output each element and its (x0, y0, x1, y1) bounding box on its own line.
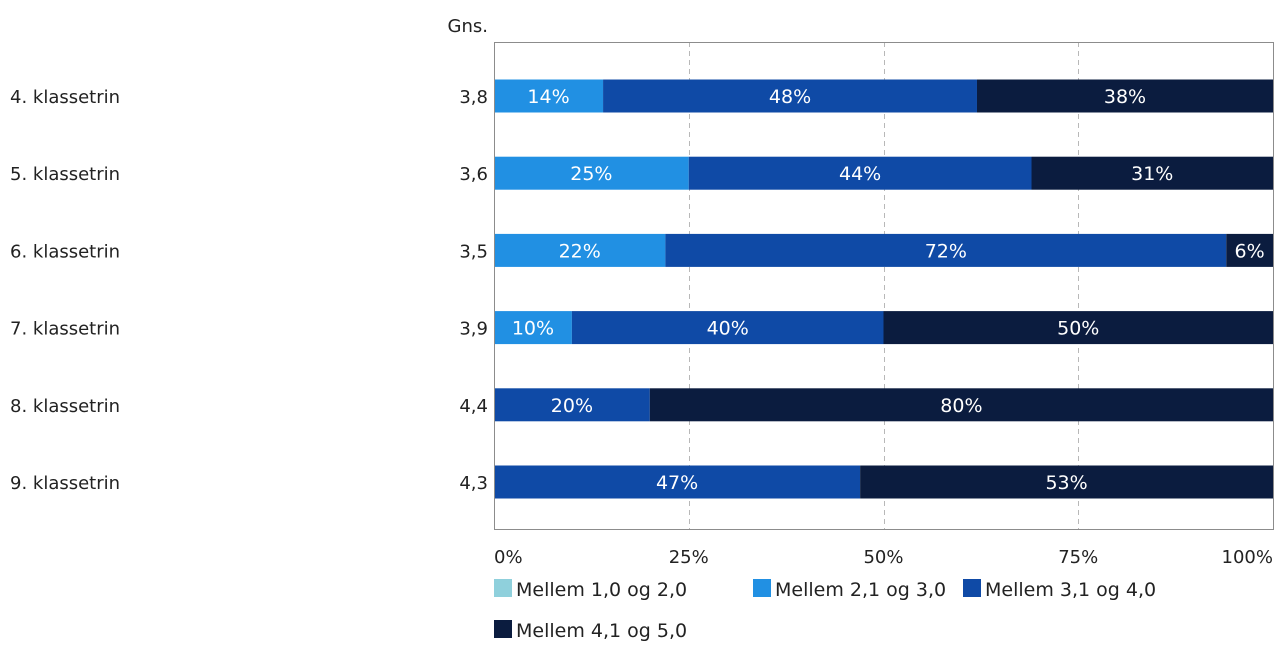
x-tick-label: 0% (494, 547, 523, 568)
category-label: 9. klassetrin (10, 473, 120, 494)
bar-segment (665, 233, 1227, 267)
x-tick-label: 100% (1222, 547, 1273, 568)
category-label: 8. klassetrin (10, 396, 120, 417)
bar-value-label: 48% (769, 86, 811, 108)
bar-segment (494, 233, 666, 267)
bar-value-label: 20% (551, 395, 593, 417)
bar-value-label: 40% (707, 318, 749, 340)
legend: Mellem 1,0 og 2,0 Mellem 2,1 og 3,0 Mellem… (494, 579, 1156, 642)
bar-segment (1226, 233, 1273, 267)
legend-swatch (494, 579, 512, 597)
x-tick-label: 50% (863, 547, 903, 568)
category-label: 5. klassetrin (10, 164, 120, 185)
average-value: 3,6 (459, 164, 488, 185)
category-labels: 4. klassetrin 5. klassetrin 6. klassetrin 7… (10, 87, 120, 494)
average-value: 4,4 (459, 396, 488, 417)
bar-value-label: 10% (512, 318, 554, 340)
bar-segment (860, 465, 1273, 499)
legend-label: Mellem 2,1 og 3,0 (775, 579, 946, 601)
bar-segment (494, 79, 604, 113)
gridlines (689, 42, 1079, 529)
bar-segment (688, 156, 1032, 190)
x-tick-label: 25% (669, 547, 709, 568)
bar-value-label: 14% (527, 86, 569, 108)
bar-segment (649, 388, 1273, 422)
bar-value-label: 25% (570, 163, 612, 185)
bar-value-label: 53% (1045, 472, 1087, 494)
legend-label: Mellem 3,1 og 4,0 (985, 579, 1156, 601)
average-labels: 3,8 3,6 3,5 3,9 4,4 4,3 (459, 87, 488, 494)
category-label: 6. klassetrin (10, 241, 120, 262)
category-label: 7. klassetrin (10, 319, 120, 340)
bars: 14% 48% 38% 25% 44% 31% 22% 72% 6% 10% 40% 50% 20% 80… (494, 79, 1273, 499)
average-value: 4,3 (459, 473, 488, 494)
plot-frame (494, 42, 1274, 530)
x-axis-ticks: 0% 25% 50% 75% 100% (494, 547, 1273, 568)
average-value: 3,8 (459, 87, 488, 108)
legend-swatch (753, 579, 771, 597)
bar-value-label: 31% (1131, 163, 1173, 185)
bar-segment (494, 311, 572, 345)
bar-segment (494, 388, 650, 422)
bar-value-label: 50% (1057, 318, 1099, 340)
bar-segment (494, 156, 689, 190)
legend-swatch (963, 579, 981, 597)
bar-value-label: 44% (839, 163, 881, 185)
bar-segment (976, 79, 1273, 113)
legend-swatch (494, 620, 512, 638)
bar-segment (603, 79, 977, 113)
average-value: 3,9 (459, 319, 488, 340)
average-value: 3,5 (459, 241, 488, 262)
category-label: 4. klassetrin (10, 87, 120, 108)
x-tick-label: 75% (1058, 547, 1098, 568)
bar-segment (883, 311, 1273, 345)
average-column-header: Gns. (448, 16, 488, 37)
bar-segment (494, 465, 861, 499)
bar-value-label: 22% (559, 240, 601, 262)
bar-segment (1031, 156, 1273, 190)
bar-value-label: 47% (656, 472, 698, 494)
legend-label: Mellem 4,1 og 5,0 (516, 620, 687, 642)
bar-segment (571, 311, 884, 345)
legend-label: Mellem 1,0 og 2,0 (516, 579, 687, 601)
bar-value-label: 80% (940, 395, 982, 417)
bar-value-label: 72% (925, 240, 967, 262)
bar-value-label: 6% (1235, 240, 1265, 262)
bar-value-label: 38% (1104, 86, 1146, 108)
